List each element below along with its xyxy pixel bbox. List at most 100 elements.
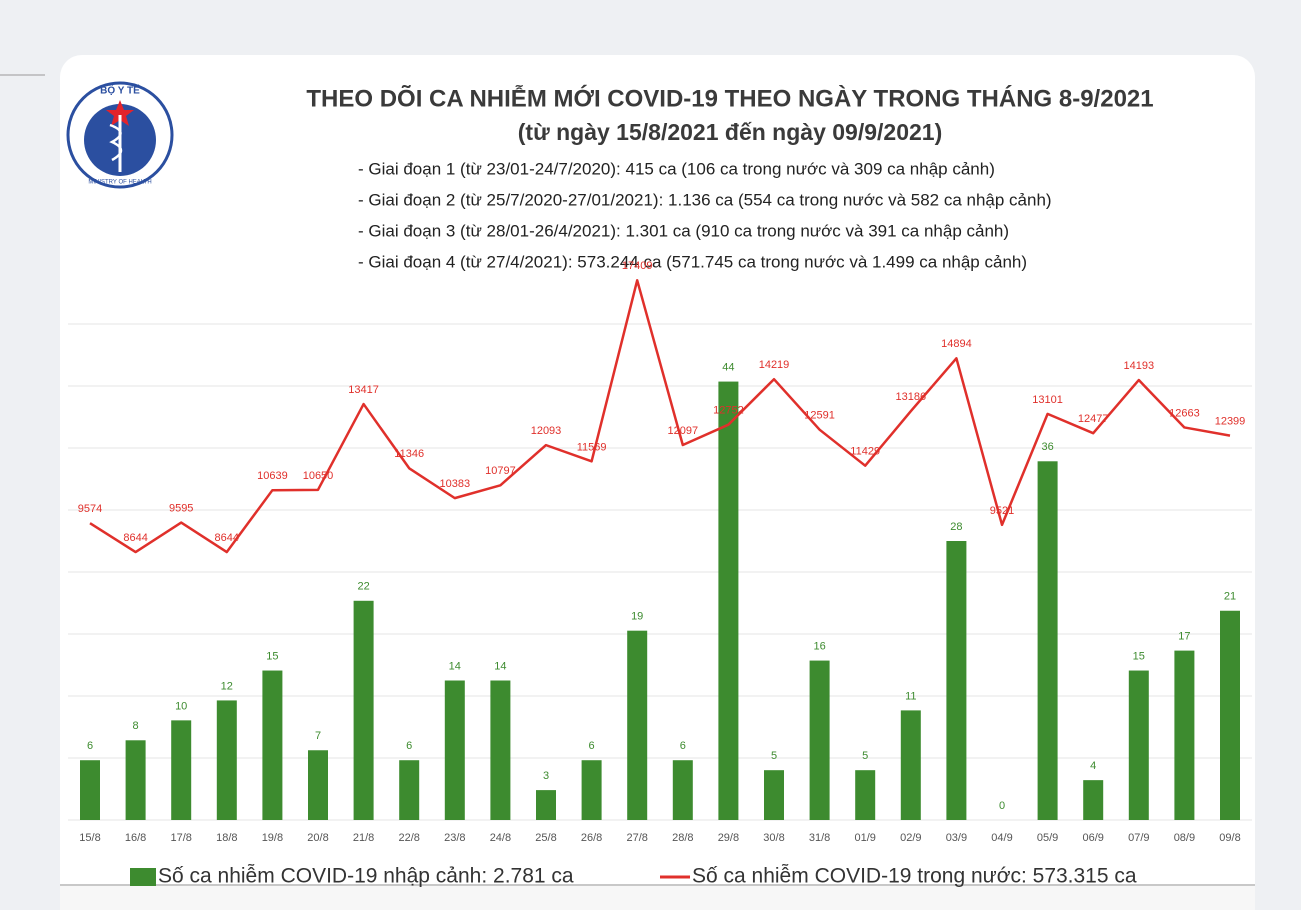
bar (764, 770, 784, 820)
bar-value-label: 6 (589, 740, 595, 752)
x-tick-label: 05/9 (1037, 832, 1058, 844)
bar (581, 760, 602, 820)
line-value-label: 10639 (257, 470, 288, 482)
x-tick-label: 15/8 (79, 832, 100, 844)
bar-value-label: 5 (862, 750, 868, 762)
x-tick-label: 23/8 (444, 832, 465, 844)
x-tick-label: 27/8 (626, 832, 647, 844)
x-tick-label: 22/8 (398, 832, 419, 844)
x-tick-label: 17/8 (170, 832, 191, 844)
bar (1128, 670, 1149, 820)
bar (444, 680, 465, 820)
x-tick-label: 03/9 (946, 832, 967, 844)
chart-subtitle: (từ ngày 15/8/2021 đến ngày 09/9/2021) (518, 119, 942, 145)
note: - Giai đoạn 1 (từ 23/01-24/7/2020): 415 … (358, 159, 995, 178)
bar-value-label: 19 (631, 611, 643, 623)
bar (80, 760, 100, 820)
line-value-label: 12477 (1078, 413, 1109, 425)
line-value-label: 8644 (123, 532, 147, 544)
line-value-label: 9595 (169, 502, 193, 514)
x-tick-label: 30/8 (763, 832, 784, 844)
line-value-label: 14219 (759, 359, 790, 371)
line-value-label: 11569 (577, 441, 607, 453)
card-footer (60, 886, 1255, 910)
bar (262, 670, 283, 820)
bar-value-label: 4 (1090, 760, 1096, 772)
line-value-label: 13186 (896, 391, 927, 403)
bar-value-label: 15 (266, 650, 278, 662)
bar (353, 600, 374, 820)
line-value-label: 17409 (622, 260, 653, 272)
bar-value-label: 21 (1224, 591, 1236, 603)
bar (536, 790, 556, 820)
bar (627, 630, 648, 820)
bar-value-label: 7 (315, 730, 321, 742)
bar (1220, 610, 1240, 820)
bar-value-label: 36 (1041, 441, 1053, 453)
line (89, 279, 1231, 554)
bar-value-label: 44 (722, 361, 734, 373)
bar-value-label: 6 (406, 740, 412, 752)
logo: BỘ Y TẾ MINISTRY OF HEALTH (66, 81, 174, 189)
bar (718, 381, 739, 820)
x-tick-label: 28/8 (672, 832, 693, 844)
line-value-label: 14193 (1124, 360, 1155, 372)
bar-value-label: 15 (1133, 650, 1145, 662)
line-value-label: 11429 (850, 446, 880, 458)
line-value-label: 11346 (394, 448, 424, 460)
line-value-label: 13101 (1032, 394, 1063, 406)
bar-value-label: 0 (999, 800, 1005, 812)
bar-value-label: 5 (771, 750, 777, 762)
logo-star (106, 100, 134, 126)
x-tick-label: 24/8 (490, 832, 511, 844)
line-value-label: 13417 (348, 384, 379, 396)
bar (900, 710, 921, 820)
line-value-label: 12399 (1215, 416, 1246, 428)
bar-value-label: 6 (87, 740, 93, 752)
bar-value-label: 28 (950, 521, 962, 533)
bar (809, 660, 830, 820)
bar (125, 740, 146, 820)
bar (1037, 461, 1058, 820)
line-value-label: 12663 (1169, 407, 1200, 419)
line-value-label: 12093 (531, 425, 562, 437)
line-value-label: 10797 (485, 465, 516, 477)
bar-value-label: 14 (494, 660, 506, 672)
bar-value-label: 14 (449, 660, 461, 672)
line-value-label: 9521 (990, 505, 1014, 517)
line-value-label: 12752 (713, 405, 744, 417)
bar (171, 720, 192, 820)
card (60, 55, 1255, 910)
bar (216, 700, 237, 820)
x-tick-label: 18/8 (216, 832, 237, 844)
bar-value-label: 17 (1178, 631, 1190, 643)
bar (1174, 650, 1195, 820)
x-tick-label: 31/8 (809, 832, 830, 844)
bar (855, 770, 876, 820)
bar (1083, 780, 1104, 820)
bar (399, 760, 420, 820)
x-tick-label: 20/8 (307, 832, 328, 844)
line-value-label: 14894 (941, 338, 972, 350)
bar-value-label: 16 (813, 640, 825, 652)
bar (490, 680, 511, 820)
bar-value-label: 12 (221, 680, 233, 692)
x-tick-label: 07/9 (1128, 832, 1149, 844)
note: - Giai đoạn 3 (từ 28/01-26/4/2021): 1.30… (358, 221, 1009, 240)
bar (946, 541, 967, 820)
chart-title: THEO DÕI CA NHIỄM MỚI COVID-19 THEO NGÀY… (306, 83, 1153, 112)
legend-label: Số ca nhiễm COVID-19 nhập cảnh: 2.781 ca (158, 865, 574, 888)
x-tick-label: 09/8 (1219, 832, 1240, 844)
x-tick-label: 08/9 (1174, 832, 1195, 844)
bar-value-label: 6 (680, 740, 686, 752)
line-value-label: 12591 (804, 410, 835, 422)
x-tick-label: 02/9 (900, 832, 921, 844)
line-value-label: 8644 (215, 532, 239, 544)
legend-swatch (130, 868, 156, 886)
line-value-label: 12097 (668, 425, 699, 437)
line-value-label: 9574 (78, 503, 102, 515)
x-tick-label: 04/9 (991, 832, 1012, 844)
bar (672, 760, 693, 820)
